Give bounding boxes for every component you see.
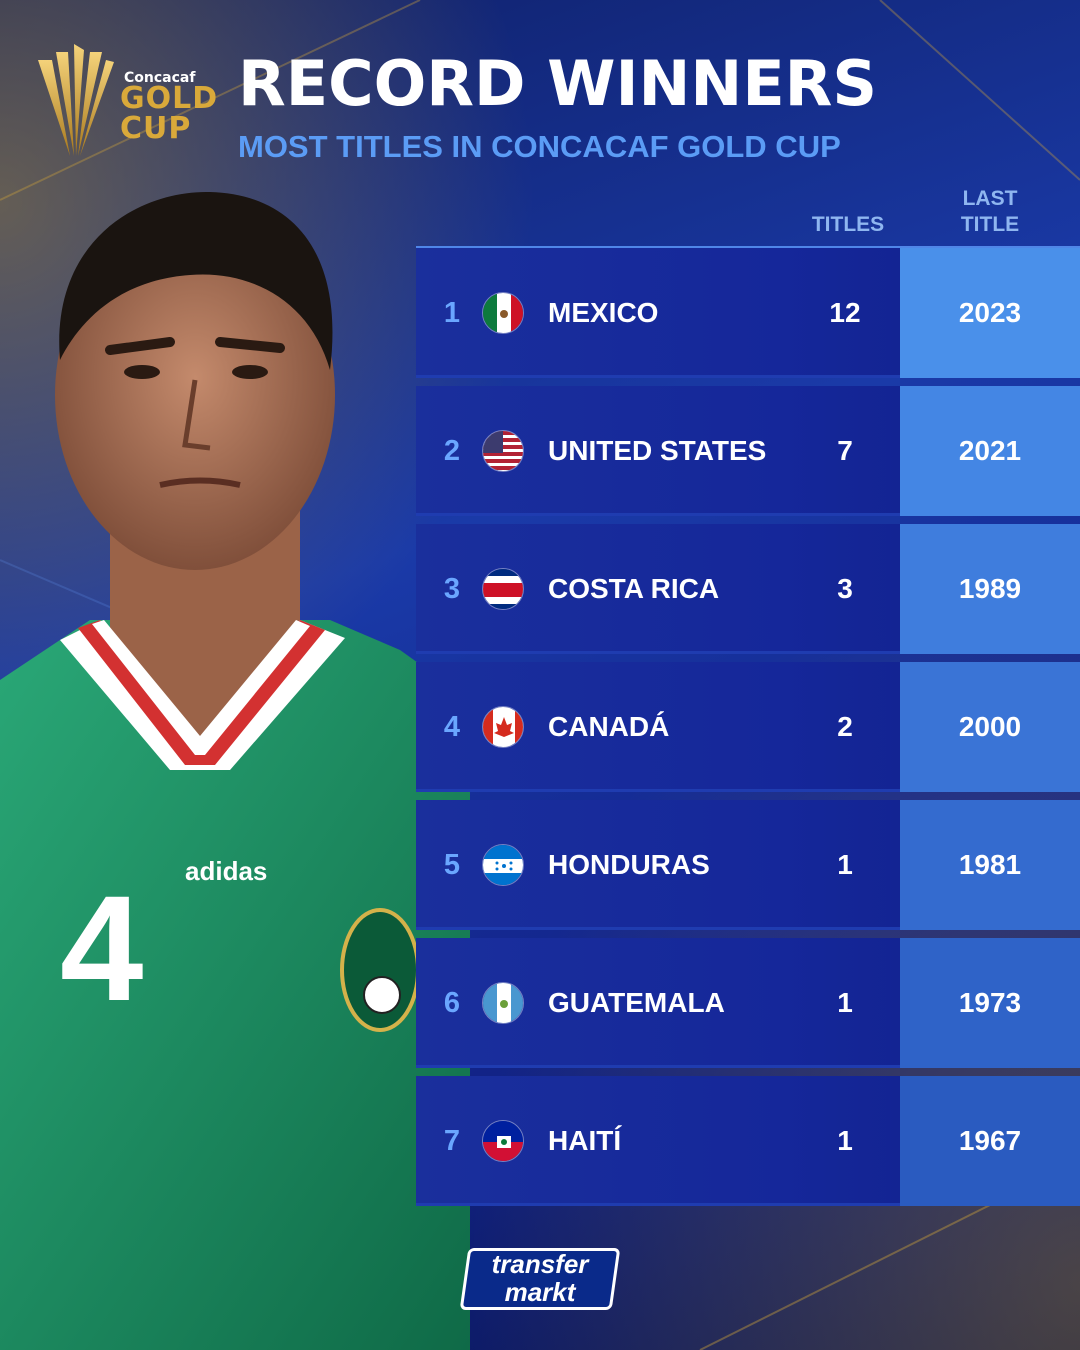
rank: 1: [443, 297, 461, 329]
haiti-flag-icon: [482, 1120, 524, 1162]
transfermarkt-line2: markt: [504, 1277, 576, 1307]
country-name: HONDURAS: [548, 849, 710, 880]
rank: 5: [443, 849, 461, 881]
country-name: CANADÁ: [548, 711, 670, 742]
page-title: RECORD WINNERS: [238, 47, 878, 120]
titles-count: 1: [837, 987, 853, 1018]
column-header-last-title: LAST TITLE: [960, 187, 1020, 236]
logo-gold-text: GOLD: [120, 81, 219, 116]
table-row: 7 HAITÍ 1 1967: [416, 1076, 1080, 1206]
table-top-divider: [416, 246, 1080, 249]
titles-count: 1: [837, 1125, 853, 1156]
rank: 6: [443, 987, 461, 1019]
table-row: 1 MEXICO 12 2023: [416, 248, 1080, 378]
table-row: 2 UNITED STATES 7 2021: [416, 386, 1080, 516]
logo-cup-text: CUP: [120, 111, 192, 146]
trophy-icon: [38, 44, 114, 156]
rank: 4: [443, 711, 461, 743]
table-row: 5 HONDURAS 1 1981: [416, 800, 1080, 930]
usa-flag-icon: [482, 430, 524, 472]
gold-cup-logo: Concacaf GOLD CUP: [34, 44, 217, 164]
country-name: MEXICO: [548, 297, 659, 328]
transfermarkt-line1: transfer: [491, 1249, 589, 1279]
last-title-year: 1967: [958, 1125, 1022, 1156]
mexico-flag-icon: [482, 292, 524, 334]
rank: 2: [443, 435, 461, 467]
honduras-flag-icon: [482, 844, 524, 886]
table-row: 3 COSTA RICA 3 1989: [416, 524, 1080, 654]
last-title-year: 1981: [958, 849, 1022, 880]
titles-count: 1: [837, 849, 853, 880]
last-title-year: 1989: [958, 573, 1022, 604]
canada-flag-icon: [482, 706, 524, 748]
column-header-titles: TITLES: [811, 213, 885, 236]
table-row: 6 GUATEMALA 1 1973: [416, 938, 1080, 1068]
titles-count: 12: [829, 297, 861, 328]
country-name: GUATEMALA: [548, 987, 725, 1018]
last-title-year: 1973: [958, 987, 1022, 1018]
transfermarkt-logo: transfer markt: [459, 1248, 621, 1310]
last-title-year: 2021: [958, 435, 1022, 466]
country-name: UNITED STATES: [548, 435, 767, 466]
logo-concacaf-text: Concacaf: [124, 70, 196, 86]
guatemala-flag-icon: [482, 982, 524, 1024]
titles-count: 3: [837, 573, 853, 604]
player-photo: 4 adidas: [0, 191, 470, 1350]
page-subtitle: MOST TITLES IN CONCACAF GOLD CUP: [238, 129, 841, 164]
country-name: COSTA RICA: [548, 573, 720, 604]
table-row: 4 CANADÁ 2 2000: [416, 662, 1080, 792]
shirt-brand: adidas: [185, 856, 267, 886]
rank: 3: [443, 573, 461, 605]
last-title-year: 2023: [958, 297, 1022, 328]
last-title-year: 2000: [958, 711, 1022, 742]
titles-count: 2: [837, 711, 853, 742]
country-name: HAITÍ: [548, 1125, 622, 1156]
costa-rica-flag-icon: [482, 568, 524, 610]
titles-count: 7: [837, 435, 853, 466]
shirt-number: 4: [60, 864, 143, 1032]
rank: 7: [443, 1125, 461, 1157]
